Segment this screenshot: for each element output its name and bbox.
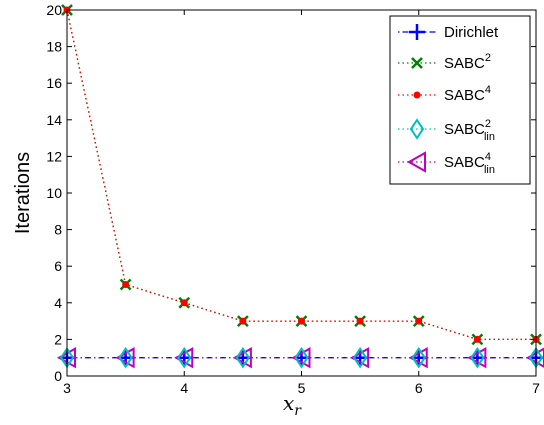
legend-marker (413, 91, 421, 99)
data-point (350, 346, 370, 369)
legend-box (389, 15, 531, 185)
x-tick-label: 3 (63, 380, 71, 396)
legend-marker (409, 24, 425, 40)
data-point (122, 281, 130, 288)
y-tick-label: 14 (46, 112, 62, 128)
data-point (118, 346, 133, 369)
data-point (415, 317, 423, 325)
legend-item-5: SABC4 lin (398, 151, 495, 176)
legend-label: SABC4 lin (444, 151, 495, 176)
series-markers-5 (56, 346, 544, 369)
legend: Dirichlet SABC2 SABC4 SABC2 lin SABC4 lin (389, 15, 531, 185)
data-point (467, 346, 487, 369)
x-axis-label: xr (283, 391, 302, 419)
data-point (298, 317, 305, 325)
data-point (232, 346, 252, 369)
data-point (470, 346, 485, 369)
axis-ticks: 3 4 5 6 7 0 2 4 6 8 10 12 14 16 18 20 (46, 2, 540, 396)
data-point (174, 346, 194, 369)
y-tick-label: 10 (46, 185, 62, 201)
legend-marker (409, 118, 425, 140)
y-tick-label: 2 (54, 331, 62, 347)
y-tick-label: 4 (54, 295, 62, 311)
data-point (177, 346, 192, 369)
x-tick-label: 6 (415, 380, 423, 396)
x-tick-label: 5 (298, 380, 306, 396)
data-point (408, 346, 428, 369)
y-tick-label: 12 (46, 148, 62, 164)
y-tick-label: 20 (46, 2, 62, 18)
x-tick-label: 4 (180, 380, 188, 396)
data-point (291, 346, 311, 369)
y-tick-label: 0 (54, 368, 62, 384)
legend-item-4: SABC2 lin (398, 118, 495, 143)
y-tick-label: 6 (54, 258, 62, 274)
x-tick-label: 7 (532, 380, 540, 396)
data-point (235, 346, 251, 369)
legend-marker (411, 57, 423, 69)
legend-label: Dirichlet (444, 24, 499, 41)
data-point (356, 317, 364, 325)
legend-item-2: SABC2 (398, 52, 491, 72)
data-point (115, 346, 135, 369)
legend-item-3: SABC4 (398, 84, 491, 104)
legend-label: SABC4 (444, 84, 491, 104)
legend-item-1: Dirichlet (398, 24, 499, 41)
data-point (180, 299, 188, 307)
data-point (352, 346, 368, 369)
y-tick-label: 8 (54, 222, 62, 238)
series-layer (56, 4, 544, 369)
y-axis-label: Iterations (12, 152, 34, 234)
data-point (239, 317, 247, 325)
y-tick-label: 18 (46, 39, 62, 55)
legend-marker (406, 151, 426, 173)
data-point (473, 335, 481, 343)
data-point (294, 346, 309, 369)
y-tick-label: 16 (46, 75, 62, 91)
legend-label: SABC2 (444, 52, 491, 72)
data-point (411, 346, 426, 369)
legend-label: SABC2 lin (444, 118, 495, 143)
series-markers-4 (59, 346, 544, 369)
